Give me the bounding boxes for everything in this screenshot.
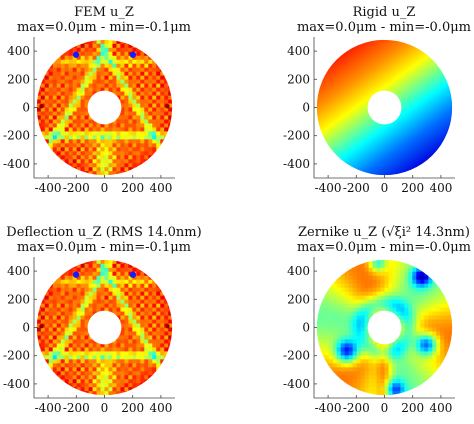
panel-deflection: Deflection u_Z (RMS 14.0nm) max=0.0μm - … bbox=[3, 225, 202, 415]
x-tick-label: -400 bbox=[315, 181, 342, 195]
y-tick-label: 400 bbox=[7, 264, 30, 278]
panel-subtitle: max=0.0μm - min=-0.0μm bbox=[297, 20, 471, 35]
y-tick-label: -200 bbox=[283, 129, 310, 143]
y-tick-label: -400 bbox=[283, 157, 310, 171]
surface-field bbox=[36, 259, 173, 396]
x-tick-label: -200 bbox=[63, 181, 90, 195]
x-tick-label: -400 bbox=[315, 401, 342, 415]
y-tick-label: 200 bbox=[287, 292, 310, 306]
x-tick-label: 200 bbox=[401, 401, 424, 415]
x-tick-label: 200 bbox=[121, 401, 144, 415]
y-tick-label: -200 bbox=[3, 129, 30, 143]
y-tick-label: 400 bbox=[7, 44, 30, 58]
y-tick-label: -400 bbox=[3, 157, 30, 171]
y-tick-label: 400 bbox=[287, 44, 310, 58]
surface-field bbox=[316, 259, 453, 396]
x-tick-label: 0 bbox=[381, 401, 389, 415]
panel-zernike: Zernike u_Z (√ξi² 14.3nm) max=0.0μm - mi… bbox=[283, 225, 471, 415]
panel-rigid: Rigid u_Z max=0.0μm - min=-0.0μm -400 -20… bbox=[283, 5, 471, 195]
y-tick-label: 0 bbox=[302, 321, 310, 335]
y-tick-label: 200 bbox=[7, 72, 30, 86]
y-tick-label: 0 bbox=[22, 321, 30, 335]
y-tick-label: 400 bbox=[287, 264, 310, 278]
panel-title: Rigid u_Z bbox=[353, 5, 416, 20]
x-tick-label: 400 bbox=[429, 401, 452, 415]
panel-subtitle: max=0.0μm - min=-0.0μm bbox=[297, 240, 471, 255]
y-tick-label: -400 bbox=[3, 377, 30, 391]
y-tick-label: 200 bbox=[287, 72, 310, 86]
x-tick-label: 0 bbox=[101, 401, 109, 415]
x-tick-label: 400 bbox=[149, 181, 172, 195]
x-tick-label: -200 bbox=[343, 401, 370, 415]
panel-subtitle: max=0.0μm - min=-0.1μm bbox=[17, 20, 191, 35]
y-tick-label: 0 bbox=[22, 101, 30, 115]
y-tick-label: 200 bbox=[7, 292, 30, 306]
panel-fem: FEM u_Z max=0.0μm - min=-0.1μm -400 -200 0… bbox=[3, 5, 191, 195]
y-tick-label: -400 bbox=[283, 377, 310, 391]
surface-field bbox=[316, 39, 453, 176]
x-tick-label: 0 bbox=[381, 181, 389, 195]
x-tick-label: -200 bbox=[343, 181, 370, 195]
x-tick-label: 200 bbox=[121, 181, 144, 195]
min-spot bbox=[129, 271, 137, 278]
x-tick-label: -200 bbox=[63, 401, 90, 415]
y-tick-label: -200 bbox=[283, 349, 310, 363]
y-tick-label: 0 bbox=[302, 101, 310, 115]
max-spot bbox=[165, 103, 170, 109]
max-spot bbox=[39, 103, 44, 109]
x-tick-label: 400 bbox=[429, 181, 452, 195]
y-tick-label: -200 bbox=[3, 349, 30, 363]
panel-title: Deflection u_Z (RMS 14.0nm) bbox=[6, 225, 201, 240]
x-tick-label: -400 bbox=[35, 181, 62, 195]
max-spot bbox=[39, 323, 44, 329]
x-tick-label: 200 bbox=[401, 181, 424, 195]
min-spot bbox=[72, 51, 80, 58]
max-spot bbox=[165, 323, 170, 329]
surface-field bbox=[36, 39, 173, 176]
min-spot bbox=[72, 271, 80, 278]
x-tick-label: -400 bbox=[35, 401, 62, 415]
min-spot bbox=[129, 51, 137, 58]
panel-title: Zernike u_Z (√ξi² 14.3nm) bbox=[298, 225, 470, 240]
x-tick-label: 400 bbox=[149, 401, 172, 415]
panel-title: FEM u_Z bbox=[74, 5, 134, 20]
x-tick-label: 0 bbox=[101, 181, 109, 195]
surface-gradient bbox=[316, 39, 453, 176]
panel-subtitle: max=0.0μm - min=-0.1μm bbox=[17, 240, 191, 255]
